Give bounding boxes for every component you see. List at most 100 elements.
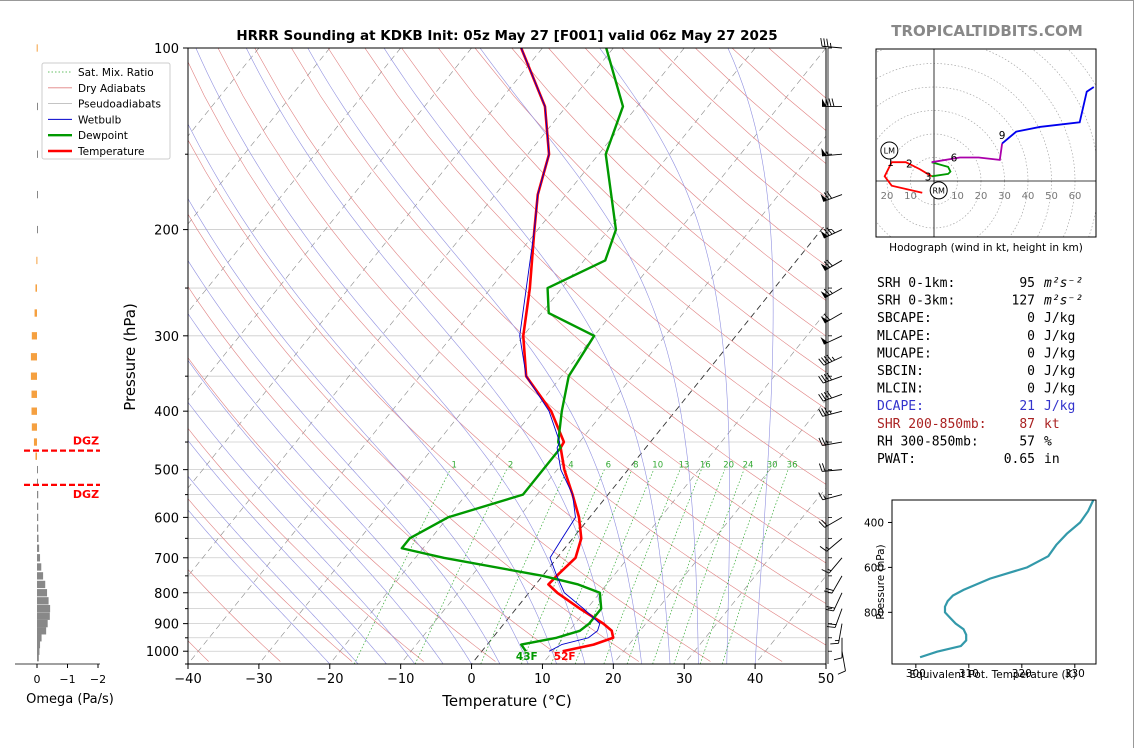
stat-unit: m²s⁻²	[1043, 294, 1083, 309]
y-tick-label: 700	[154, 552, 179, 567]
stat-value: 127	[1012, 294, 1035, 309]
omega-bar	[35, 309, 37, 316]
dgz-label-top: DGZ	[73, 435, 99, 448]
chart-title: HRRR Sounding at KDKB Init: 05z May 27 […	[236, 28, 777, 44]
stat-unit: kt	[1044, 417, 1060, 432]
omega-bar	[35, 453, 37, 460]
surface-temperature-label: 52F	[554, 651, 576, 663]
omega-bar	[37, 535, 39, 542]
omega-bar	[37, 151, 38, 158]
omega-xlabel: Omega (Pa/s)	[26, 692, 114, 707]
y-tick-label: 500	[154, 464, 179, 479]
brand-watermark: TROPICALTIDBITS.COM	[891, 22, 1083, 40]
stat-value: 95	[1019, 276, 1035, 291]
hodo-ring-label: 40	[1022, 191, 1035, 202]
x-tick-label: 50	[818, 672, 835, 687]
mixing-ratio-label: 10	[652, 461, 663, 471]
hodo-ring-label: 30	[998, 191, 1011, 202]
hodo-ring-label: 60	[1069, 191, 1082, 202]
hodo-ring-label: 20	[975, 191, 988, 202]
hodo-height-label: 3	[925, 171, 932, 183]
stat-name: SBCAPE:	[877, 311, 932, 326]
x-tick-label: 40	[747, 672, 764, 687]
mixing-ratio-label: 2	[508, 461, 513, 471]
legend-label: Temperature	[77, 146, 145, 158]
storm-motion-label: LM	[884, 146, 895, 155]
stat-name: SRH 0-3km:	[877, 294, 955, 309]
hodo-height-label: 9	[999, 130, 1006, 142]
hodo-ring-label: 50	[1045, 191, 1058, 202]
stat-name: DCAPE:	[877, 399, 924, 414]
omega-bar	[32, 408, 37, 415]
stat-value: 0.65	[1004, 452, 1035, 467]
omega-bar	[37, 44, 38, 51]
y-tick-label: 400	[154, 405, 179, 420]
x-tick-label: −10	[387, 672, 414, 687]
stat-name: SRH 0-1km:	[877, 276, 955, 291]
mixing-ratio-label: 4	[568, 461, 573, 471]
stat-unit: J/kg	[1044, 382, 1075, 397]
omega-bar	[37, 589, 47, 596]
stat-row: RH 300-850mb:57%	[877, 434, 1052, 449]
theta-e-ylabel: Pressure (hPa)	[875, 544, 887, 619]
x-tick-label: −30	[245, 672, 272, 687]
omega-bar	[37, 545, 39, 552]
skewt-xlabel: Temperature (°C)	[441, 692, 571, 710]
omega-bar	[31, 373, 37, 380]
stat-name: SHR 200-850mb:	[877, 417, 987, 432]
y-tick-label: 800	[154, 587, 179, 602]
hodo-ring-label: 10	[951, 191, 964, 202]
omega-bar	[37, 634, 42, 641]
y-tick-label: 300	[154, 330, 179, 345]
omega-bar	[37, 654, 39, 661]
omega-bar	[37, 491, 38, 498]
skewt-ylabel: Pressure (hPa)	[121, 303, 139, 411]
mixing-ratio-label: 16	[700, 461, 711, 471]
omega-bar	[34, 438, 37, 445]
omega-bar	[37, 581, 45, 588]
omega-bar	[32, 332, 37, 339]
y-tick-label: 1000	[146, 645, 179, 660]
theta-e-y-tick-label: 400	[864, 517, 884, 529]
y-tick-label: 200	[154, 224, 179, 239]
omega-bar	[37, 226, 38, 233]
x-tick-label: 30	[676, 672, 693, 687]
stat-value: 0	[1027, 329, 1035, 344]
stat-value: 0	[1027, 364, 1035, 379]
hodograph-title: Hodograph (wind in kt, height in km)	[889, 242, 1083, 254]
omega-bar	[37, 613, 50, 620]
dgz-label-bottom: DGZ	[73, 488, 99, 501]
omega-tick-label: −2	[90, 673, 106, 686]
stat-unit: J/kg	[1044, 399, 1075, 414]
omega-bar	[37, 597, 49, 604]
omega-bar	[36, 257, 37, 264]
legend-label: Dry Adiabats	[78, 83, 146, 95]
stat-value: 57	[1019, 434, 1035, 449]
stat-unit: J/kg	[1044, 346, 1075, 361]
legend-label: Wetbulb	[78, 114, 122, 126]
stat-unit: m²s⁻²	[1043, 276, 1083, 291]
omega-bar	[37, 563, 41, 570]
stat-name: RH 300-850mb:	[877, 434, 979, 449]
omega-bar	[37, 648, 39, 655]
omega-tick-label: −1	[59, 673, 75, 686]
omega-bar	[37, 503, 38, 510]
hodo-ring-label: 10	[904, 191, 917, 202]
hodo-ring-label: 20	[881, 191, 894, 202]
omega-tick-label: 0	[34, 673, 41, 686]
omega-bar	[35, 284, 37, 291]
omega-bar	[31, 353, 37, 360]
x-tick-label: 0	[467, 672, 475, 687]
hodo-height-label: 6	[951, 153, 958, 165]
omega-bar	[32, 423, 37, 430]
stat-unit: J/kg	[1044, 311, 1075, 326]
mixing-ratio-label: 1	[452, 461, 457, 471]
omega-bar	[37, 103, 38, 110]
stat-name: MLCIN:	[877, 382, 924, 397]
mixing-ratio-label: 24	[743, 461, 754, 471]
stat-name: PWAT:	[877, 452, 916, 467]
x-tick-label: −20	[316, 672, 343, 687]
omega-bar	[32, 391, 37, 398]
